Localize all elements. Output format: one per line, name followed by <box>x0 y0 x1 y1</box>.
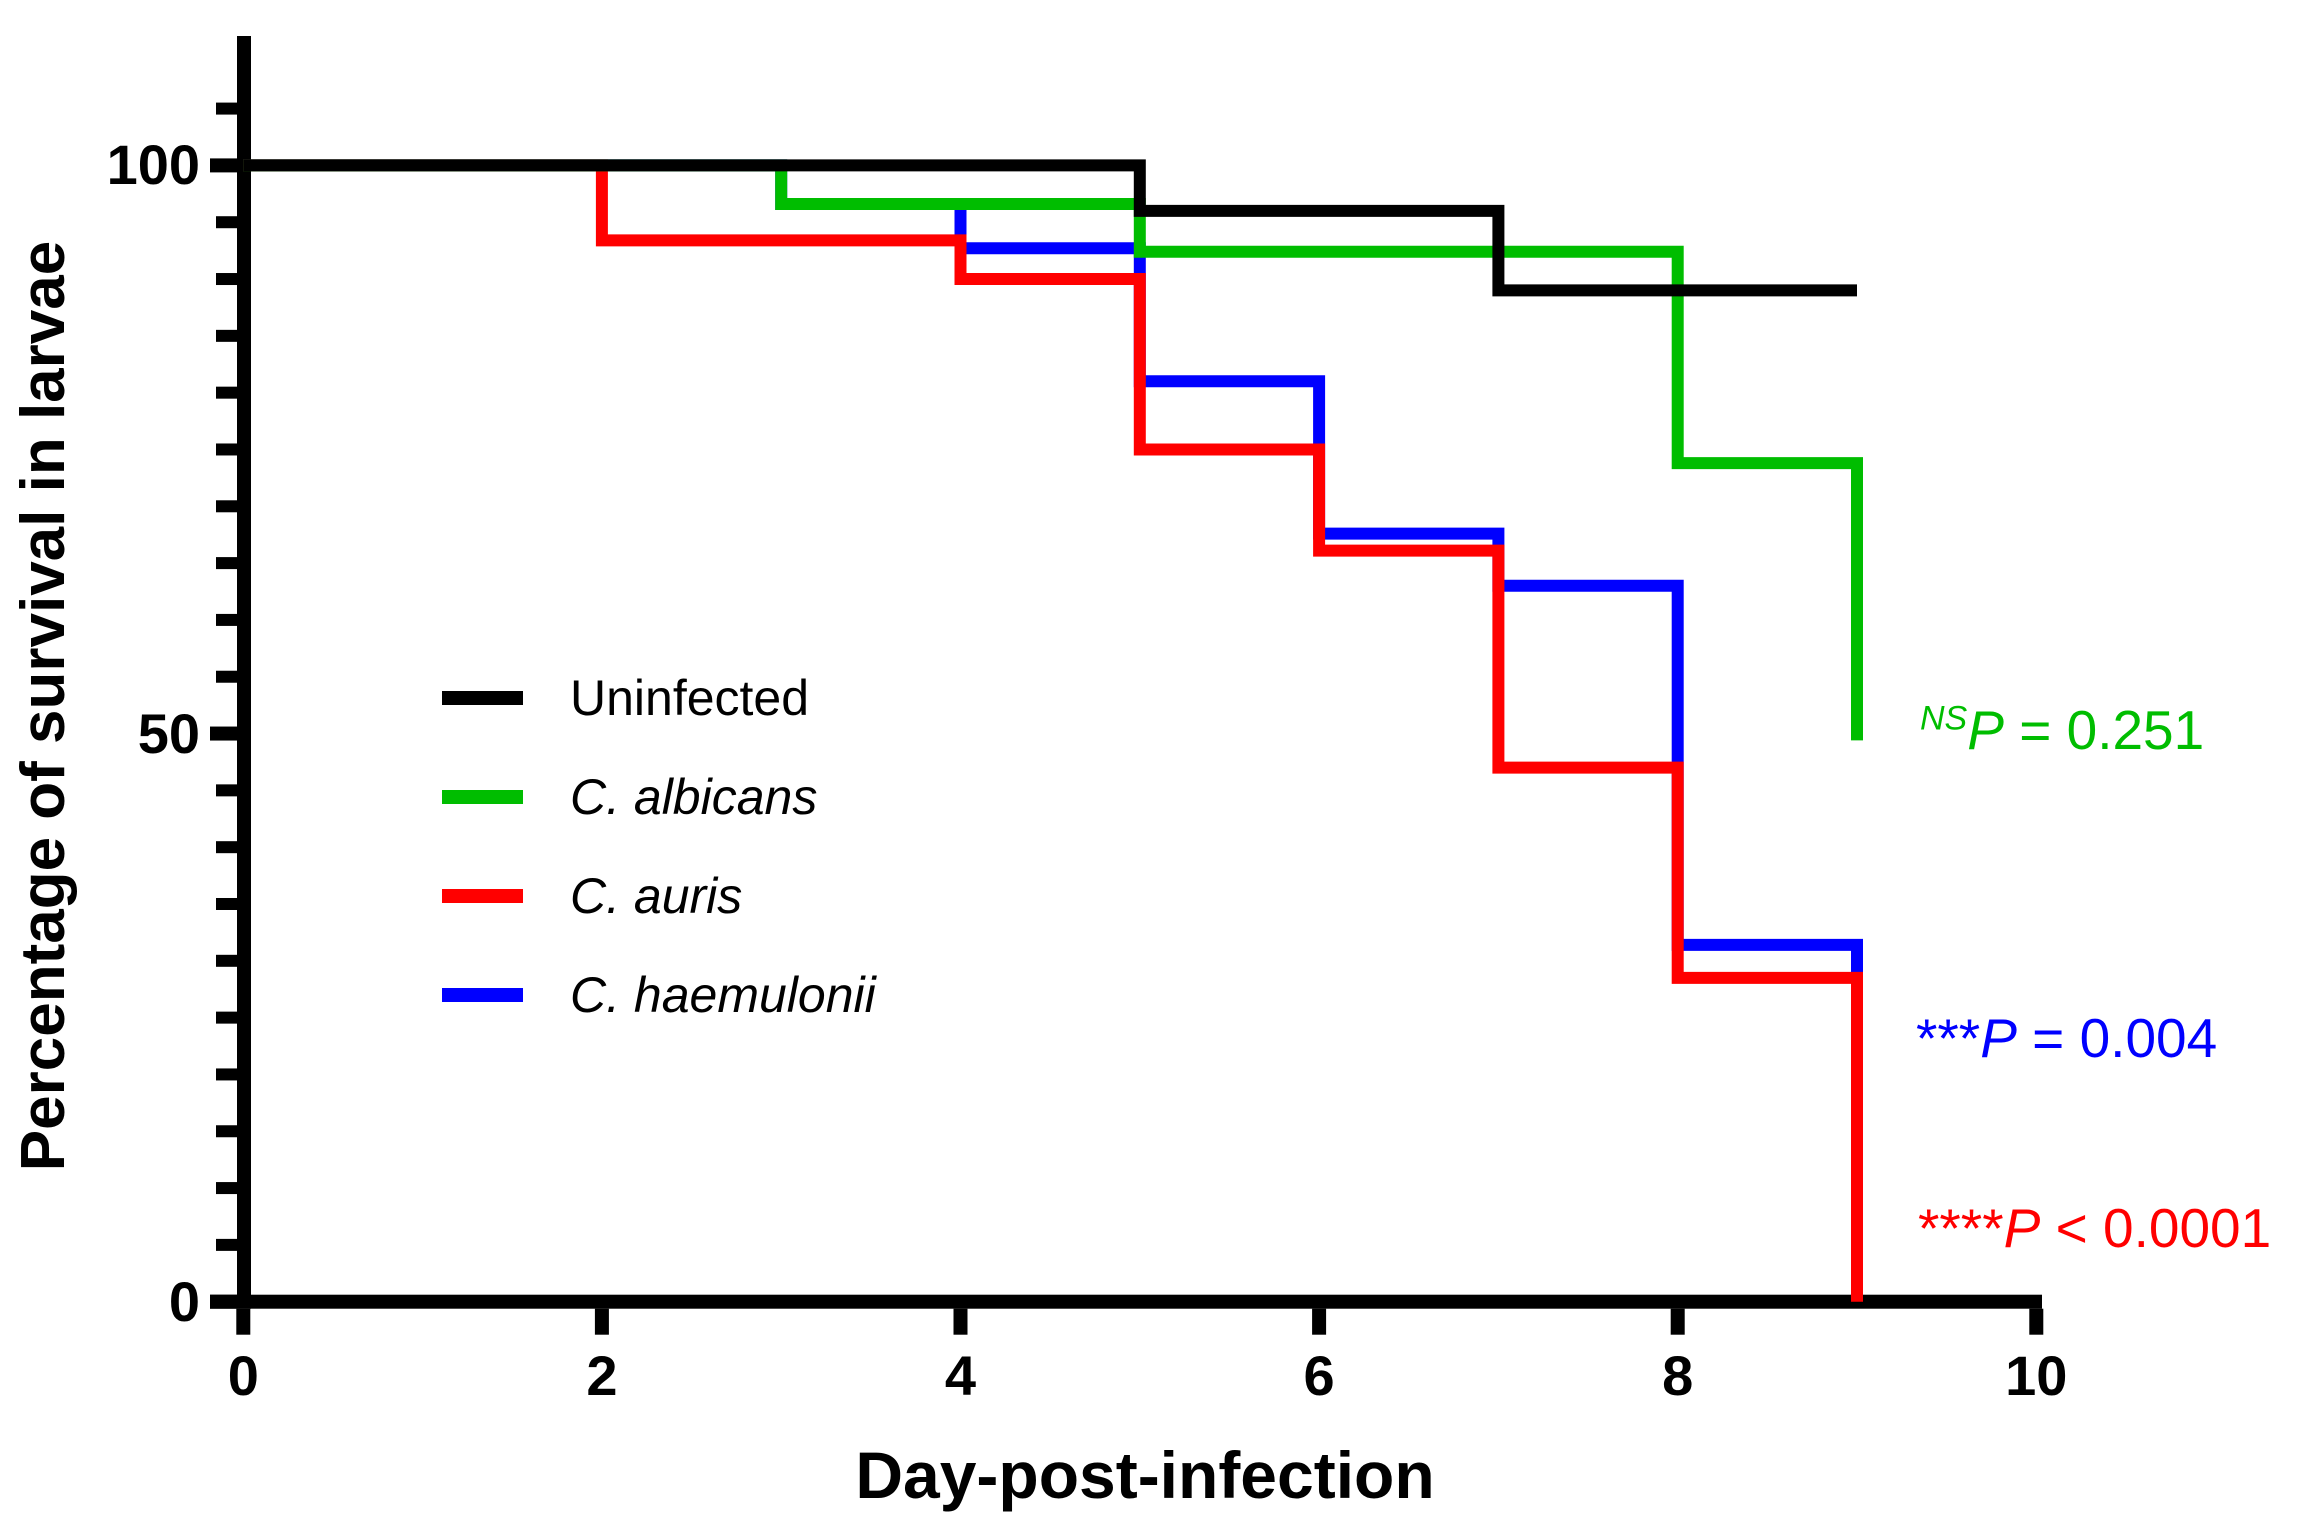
y-minor-tick <box>216 557 237 570</box>
y-tick-label: 50 <box>137 701 200 765</box>
y-axis-line <box>237 36 251 1309</box>
y-minor-tick <box>216 273 237 286</box>
y-major-tick <box>210 158 237 173</box>
uninfected-line-swatch-icon <box>442 691 523 705</box>
y-minor-tick <box>216 1125 237 1138</box>
survival-curve-uninfected <box>243 159 1857 297</box>
y-minor-tick <box>216 1011 237 1024</box>
y-minor-tick <box>216 1238 237 1251</box>
y-major-tick <box>210 726 237 741</box>
pvalue-annotation-albicans: NSP = 0.251 <box>1920 699 2205 761</box>
x-tick <box>953 1308 968 1335</box>
legend-row-auris: C. auris <box>442 868 876 924</box>
asterisks: **** <box>1918 1197 2004 1259</box>
y-minor-tick <box>216 954 237 967</box>
y-minor-tick <box>216 670 237 683</box>
x-tick-label: 6 <box>1303 1344 1335 1407</box>
y-minor-tick <box>216 613 237 626</box>
y-minor-tick <box>216 386 237 399</box>
pvalue-annotation-auris: ****P < 0.0001 <box>1918 1197 2272 1259</box>
x-axis-line <box>210 1294 2042 1309</box>
haemulonii-line-swatch-icon <box>442 988 523 1002</box>
legend-label-haemulonii: C. haemulonii <box>570 967 876 1023</box>
survival-curve-c-albicans <box>243 159 1863 741</box>
y-minor-tick <box>216 784 237 797</box>
y-minor-tick <box>216 1068 237 1081</box>
x-tick-label: 0 <box>227 1344 259 1407</box>
auris-line-swatch-icon <box>442 889 523 903</box>
y-minor-tick <box>216 329 237 342</box>
legend-label-albicans: C. albicans <box>570 769 818 825</box>
y-minor-tick <box>216 216 237 229</box>
x-tick-label: 4 <box>944 1344 977 1407</box>
x-tick-label: 10 <box>2005 1344 2068 1407</box>
y-axis-title: Percentage of survival in larvae <box>9 240 78 1172</box>
y-tick-label: 100 <box>106 133 200 197</box>
y-tick-label: 0 <box>168 1269 200 1333</box>
y-minor-tick <box>216 841 237 854</box>
legend-label-auris: C. auris <box>570 868 743 924</box>
x-tick <box>594 1308 609 1335</box>
x-tick-label: 2 <box>586 1344 618 1407</box>
y-minor-tick <box>216 500 237 513</box>
legend-row-uninfected: Uninfected <box>442 670 876 726</box>
legend: Uninfected C. albicans C. auris C. haemu… <box>442 670 876 1067</box>
x-tick <box>1670 1308 1685 1335</box>
x-tick <box>1312 1308 1327 1335</box>
y-minor-tick <box>216 102 237 115</box>
survival-curve-c-auris <box>243 159 1863 1302</box>
ns-superscript: NS <box>1920 699 1968 738</box>
legend-label-uninfected: Uninfected <box>570 670 810 726</box>
y-minor-tick <box>216 443 237 456</box>
y-minor-tick <box>216 1182 237 1195</box>
x-axis-title: Day-post-infection <box>855 1438 1435 1512</box>
y-minor-tick <box>216 897 237 910</box>
legend-row-albicans: C. albicans <box>442 769 876 825</box>
pvalue-annotation-haemulonii: ***P = 0.004 <box>1916 1007 2218 1069</box>
x-tick <box>236 1308 251 1335</box>
y-major-tick <box>210 1294 237 1309</box>
x-tick-label: 8 <box>1662 1344 1694 1407</box>
legend-row-haemulonii: C. haemulonii <box>442 967 876 1023</box>
albicans-line-swatch-icon <box>442 790 523 804</box>
x-tick <box>2029 1308 2044 1335</box>
asterisks: *** <box>1916 1007 1981 1069</box>
